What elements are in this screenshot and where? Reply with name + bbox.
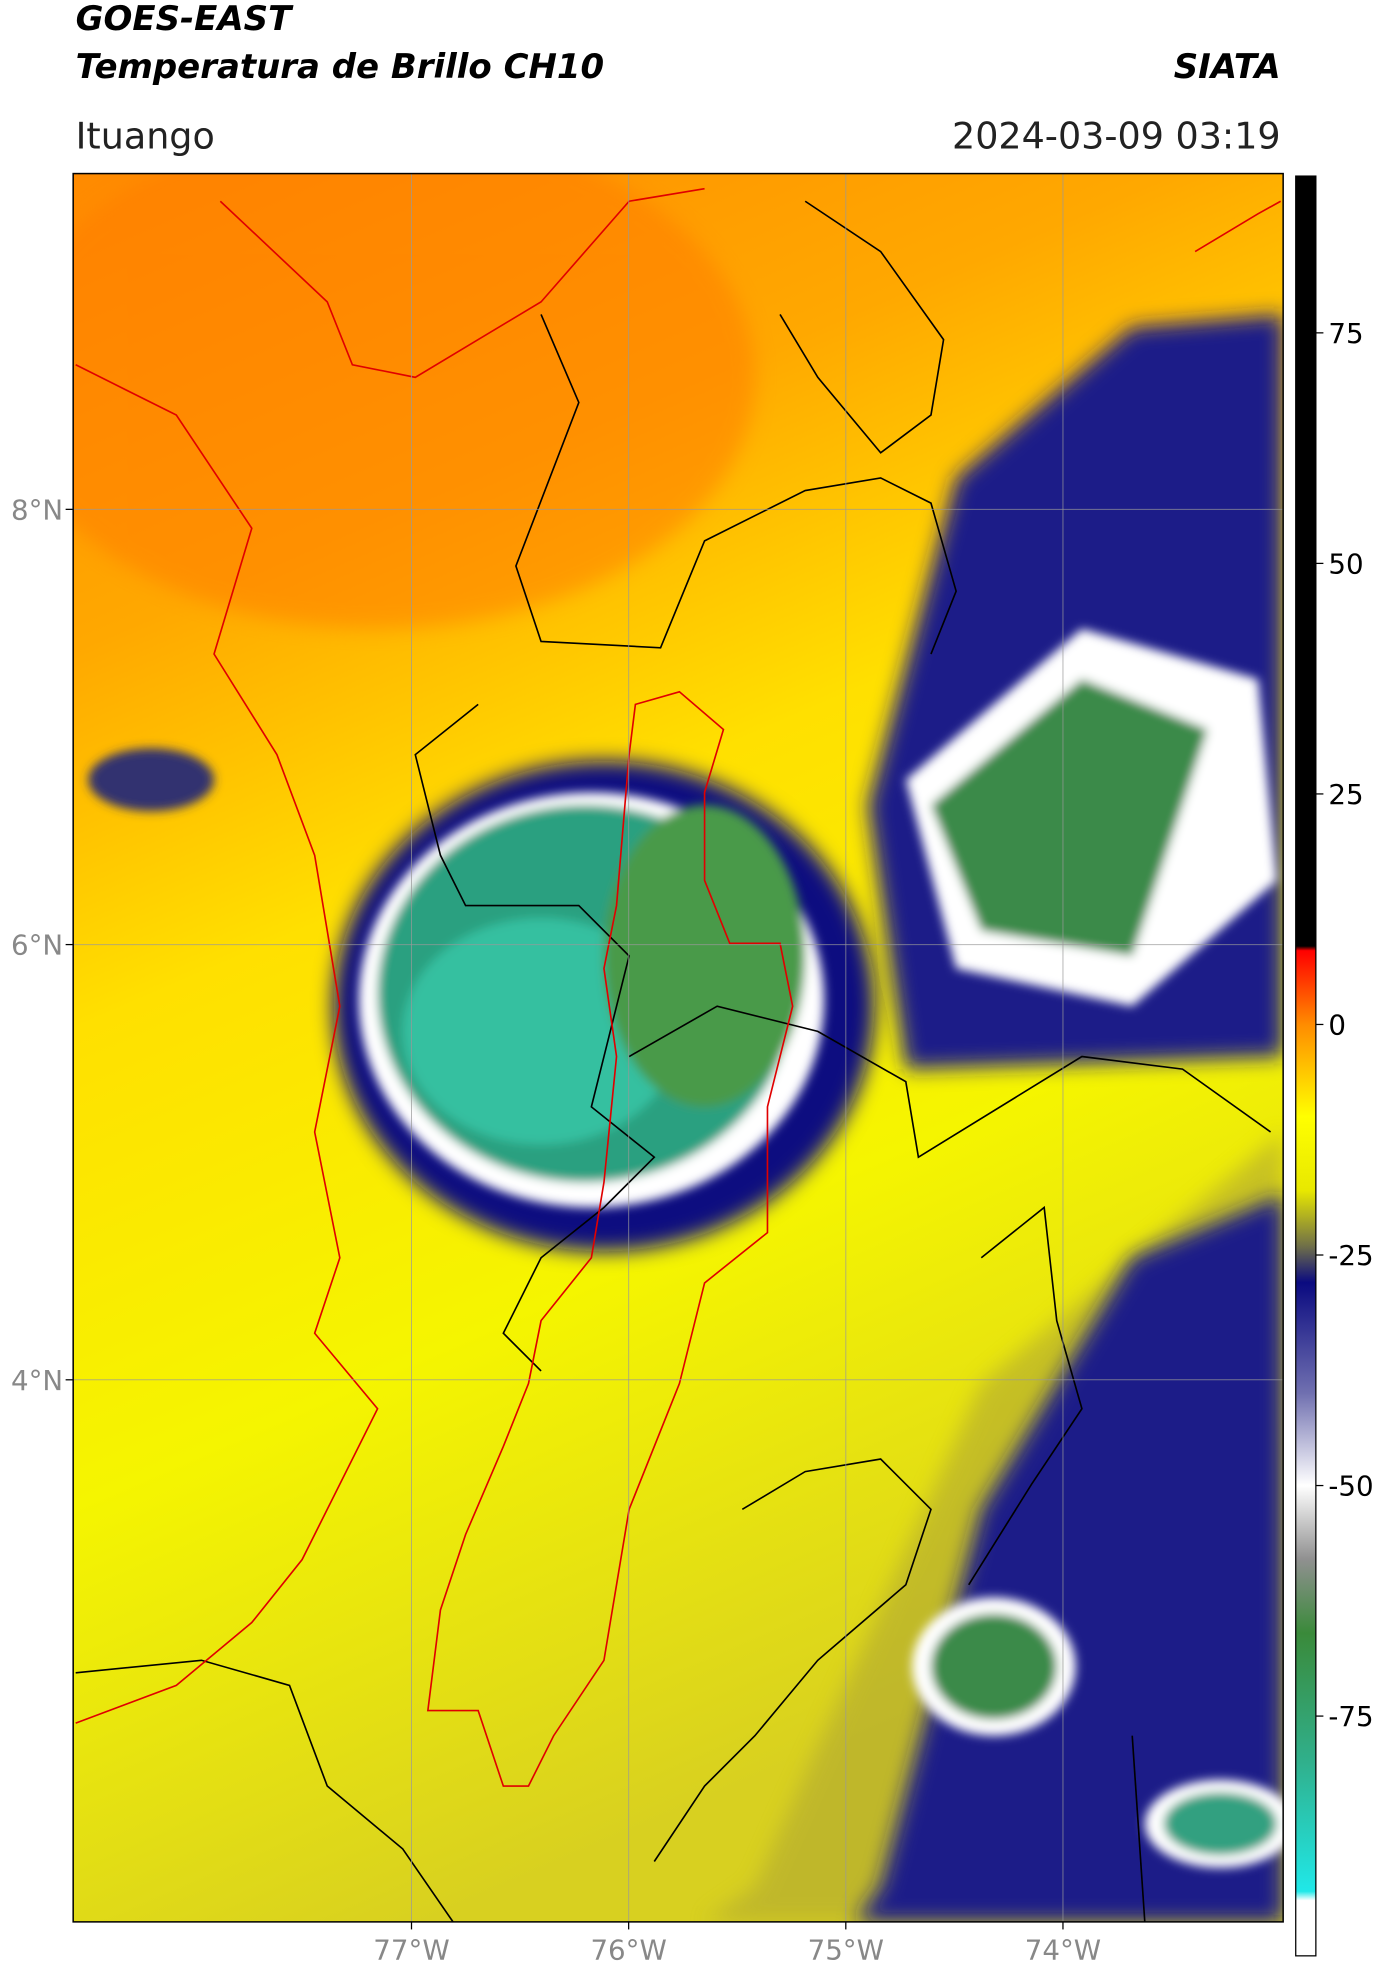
lon-label: 74°W [1025,1934,1101,1967]
map-frame [72,172,1284,1923]
lon-label: 77°W [373,1934,449,1967]
map-image [73,173,1284,1922]
lon-label: 76°W [590,1934,666,1967]
title: Temperatura de Brillo CH10 [76,47,604,87]
colorbar-tick-label: -50 [1328,1470,1373,1503]
colorbar-tick-label: 25 [1328,778,1363,811]
lat-label: 4°N [11,1364,63,1397]
colorbar-tick-label: 0 [1328,1009,1346,1042]
colorbar-tick-label: -75 [1328,1700,1373,1733]
title: GOES-EAST [76,0,294,39]
datetime: 2024-03-09 03:19 [952,114,1281,157]
lat-label: 8°N [11,493,63,526]
colorbar-tick-label: 75 [1328,317,1363,350]
colorbar-tick-label: -25 [1328,1239,1373,1272]
source: SIATA [1174,47,1281,87]
region: Ituango [76,114,215,157]
colorbar-tick-label: 50 [1328,547,1363,580]
lat-label: 6°N [11,929,63,962]
lon-label: 75°W [808,1934,884,1967]
colorbar [1295,175,1317,1957]
